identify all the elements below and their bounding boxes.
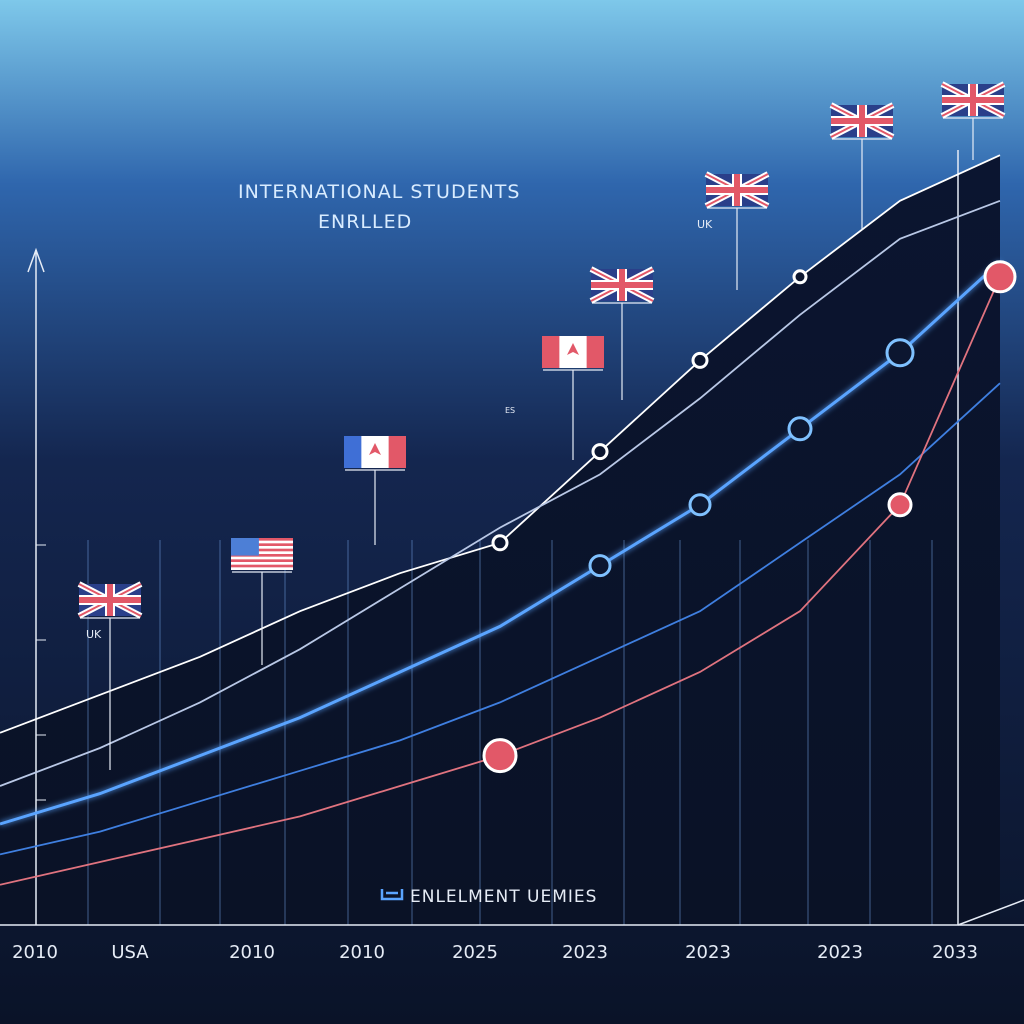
x-tick-label: 2025 <box>452 942 498 963</box>
x-tick-label: USA <box>111 942 149 963</box>
uk-flag-icon <box>829 102 895 230</box>
flag-label-uk-2: UK <box>697 218 713 231</box>
canada-flag-icon <box>542 336 604 460</box>
series-line <box>0 199 1001 787</box>
x-tick-label: 2023 <box>685 942 731 963</box>
series-marker <box>787 416 813 442</box>
series-marker <box>691 351 709 369</box>
legend-label: ENLELMENT UEMIES <box>410 887 597 907</box>
uk-flag-icon <box>940 81 1006 160</box>
x-tick-labels: 2010 USA 2010 2010 2025 2023 2023 2023 2033 <box>12 942 978 963</box>
x-tick-label: 2010 <box>229 942 275 963</box>
axis-tail <box>957 899 1024 926</box>
uk-flag-icon <box>704 171 770 290</box>
vertical-gridlines <box>87 540 933 925</box>
series-marker <box>688 493 712 517</box>
chart-title-line1: INTERNATIONAL STUDENTS <box>238 181 520 203</box>
series-marker <box>885 338 915 368</box>
x-tick-label: 2023 <box>817 942 863 963</box>
series-marker <box>588 554 612 578</box>
series-marker <box>591 443 609 461</box>
x-tick-label: 2010 <box>339 942 385 963</box>
canada-flag-icon <box>344 436 406 545</box>
x-tick-label: 2010 <box>12 942 58 963</box>
series-marker <box>792 269 808 285</box>
y-axis-arrow-icon <box>27 247 45 273</box>
flag-label-uk: UK <box>86 628 102 641</box>
flag-label-es: ES <box>505 406 515 415</box>
legend-swatch-icon <box>380 889 404 901</box>
series-marker <box>887 492 913 518</box>
uk-flag-icon <box>589 266 655 400</box>
series-line <box>0 382 1001 856</box>
uk-flag-icon <box>77 581 143 770</box>
chart-title-line2: ENRLLED <box>318 211 412 233</box>
usa-flag-icon <box>231 538 293 665</box>
series-marker <box>491 534 509 552</box>
markers-group <box>482 260 1017 774</box>
series-marker <box>983 260 1017 294</box>
x-tick-label: 2033 <box>932 942 978 963</box>
x-tick-label: 2023 <box>562 942 608 963</box>
legend: ENLELMENT UEMIES <box>380 887 597 907</box>
top-series-area <box>0 155 1000 925</box>
flags-group <box>77 81 1006 770</box>
series-marker <box>482 738 518 774</box>
series-line <box>0 260 1002 826</box>
